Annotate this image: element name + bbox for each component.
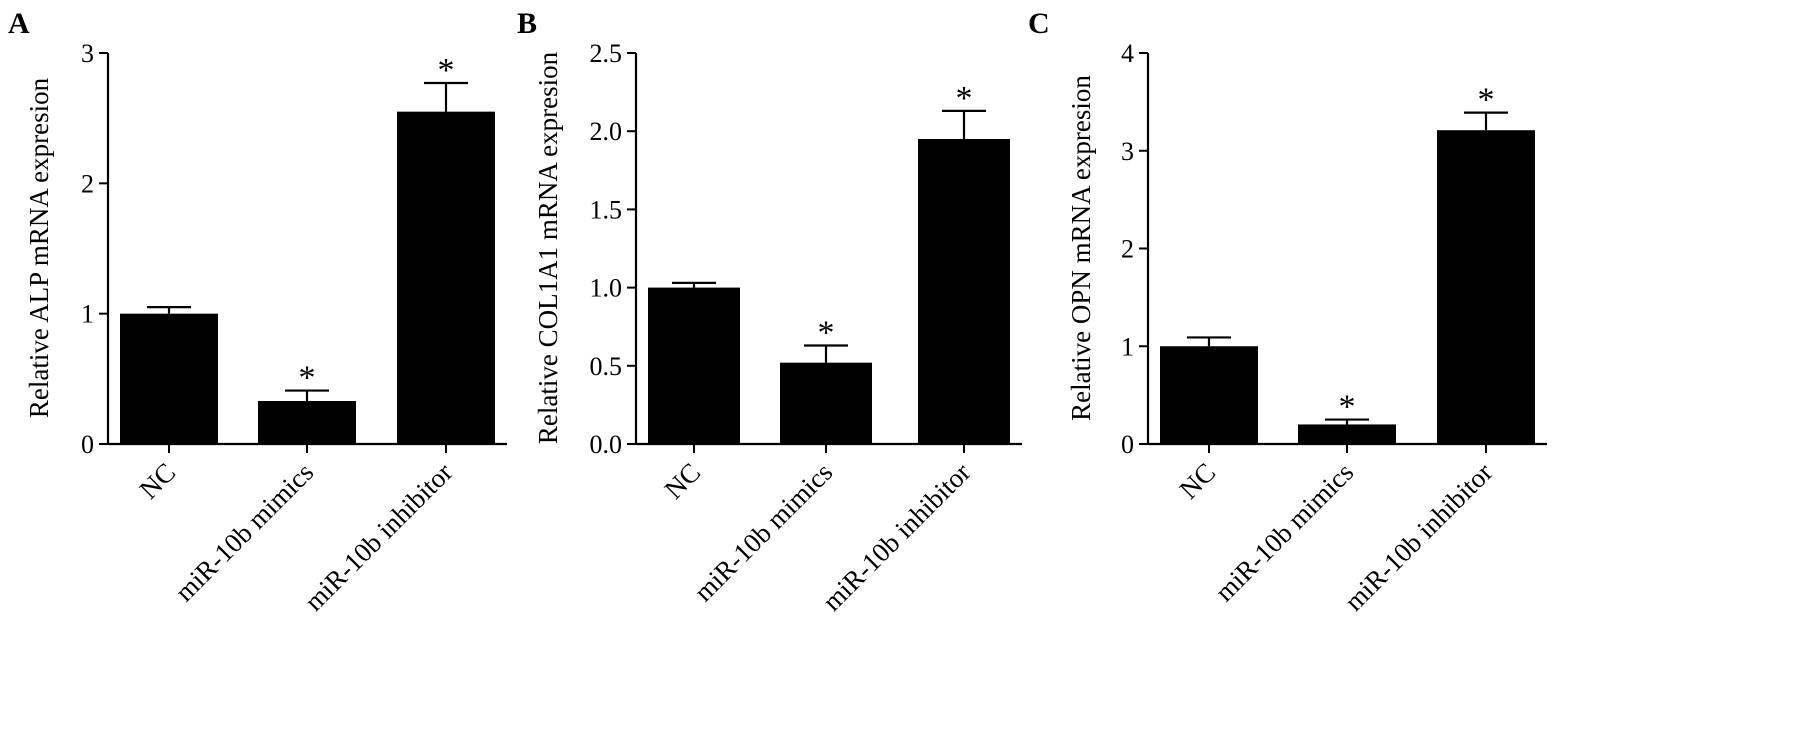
y-tick-label: 0 [1121,430,1134,459]
y-tick-label: 4 [1121,39,1134,68]
x-category-label: miR-10b mimics [688,457,838,607]
panel-b: B Relative COL1A1 mRNA expresion 0.0 0.5 1… [517,7,1022,617]
y-tick-label: 2.0 [590,117,623,146]
x-category-label: miR-10b inhibitor [1339,457,1499,617]
significance-marker: * [1339,389,1356,426]
bar [1160,346,1258,444]
y-tick-label: 0.5 [590,352,623,381]
panel-letter: A [8,7,30,40]
panel-c: C Relative OPN mRNA expresion 0 1 2 3 4 NC * mi… [1028,7,1547,617]
significance-marker: * [956,80,973,117]
bar [1298,424,1396,444]
y-tick-label: 0 [81,430,94,459]
x-category-label: NC [134,457,182,505]
bar [1437,130,1535,444]
bar [780,362,872,444]
bar [648,287,740,444]
x-category-label: miR-10b inhibitor [299,457,459,617]
significance-marker: * [818,314,835,351]
x-category-label: miR-10b mimics [169,457,319,607]
y-tick-label: 1 [81,300,94,329]
y-tick-label: 2 [81,169,94,198]
y-tick-label: 2.5 [590,39,623,68]
x-category-label: NC [1174,457,1222,505]
x-category-label: miR-10b inhibitor [817,457,977,617]
bar [258,400,356,444]
panel-letter: C [1028,7,1050,40]
panel-letter: B [517,7,537,40]
bar [918,139,1010,444]
bar [397,111,495,445]
y-tick-label: 1 [1121,332,1134,361]
y-axis-label: Relative OPN mRNA expresion [1066,75,1096,421]
significance-marker: * [299,360,316,397]
significance-marker: * [1478,82,1495,119]
y-tick-label: 0.0 [590,430,623,459]
y-axis-label: Relative ALP mRNA expresion [24,77,54,418]
y-tick-label: 2 [1121,235,1134,264]
bar [120,313,218,444]
x-category-label: NC [659,457,707,505]
panel-a: A Relative ALP mRNA expresion 0 1 2 3 NC * miR… [8,7,507,617]
y-tick-label: 3 [1121,137,1134,166]
y-tick-label: 1.0 [590,274,623,303]
y-tick-label: 1.5 [590,195,623,224]
y-tick-label: 3 [81,39,94,68]
x-category-label: miR-10b mimics [1209,457,1359,607]
y-axis-label: Relative COL1A1 mRNA expresion [533,51,563,444]
significance-marker: * [438,52,455,89]
